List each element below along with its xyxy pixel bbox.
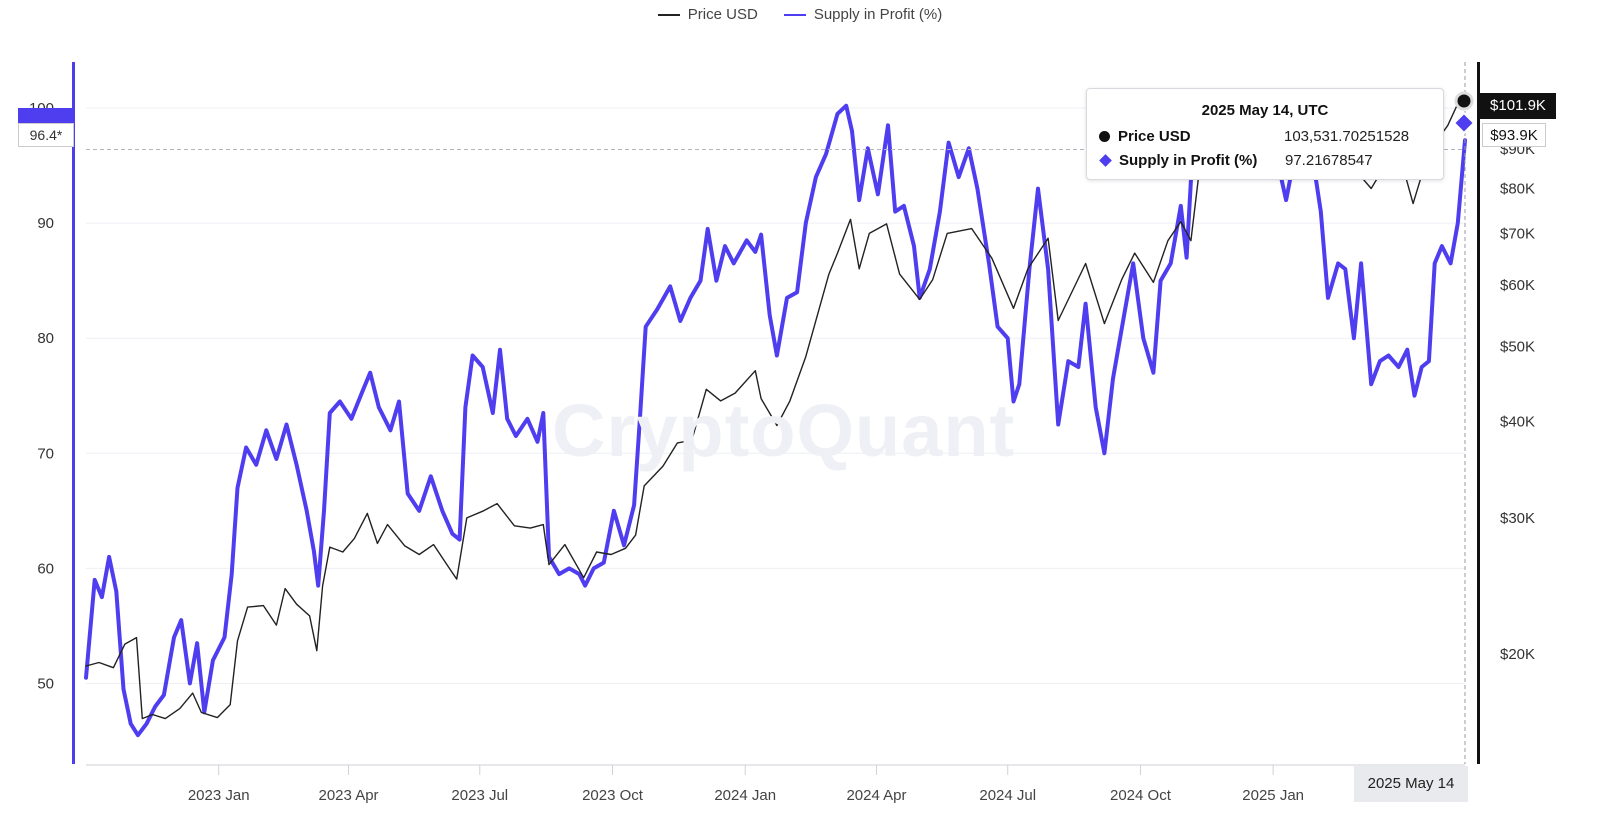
legend-label-price: Price USD: [687, 6, 758, 23]
grid-lines: [86, 107, 1465, 684]
tooltip-row-price: Price USD 103,531.70251528: [1087, 124, 1443, 148]
legend-swatch-price: [657, 13, 680, 16]
x-tick-label: 2023 Oct: [582, 787, 644, 804]
tooltip-series-name: Supply in Profit (%): [1119, 151, 1258, 169]
right-tick-label: $60K: [1500, 277, 1535, 294]
right-tick-label: $80K: [1500, 181, 1535, 198]
left-axis-crosshair-label: 96.4*: [18, 123, 74, 147]
left-tick-label: 70: [37, 445, 54, 462]
price-usd-line: [85, 93, 1466, 720]
left-tick-label: 90: [37, 215, 54, 232]
x-tick-label: 2024 Oct: [1110, 787, 1172, 804]
x-tick-label: 2023 Jan: [188, 787, 250, 804]
x-tick-label: 2024 Apr: [846, 787, 906, 804]
x-tick-label: 2024 Jul: [979, 787, 1036, 804]
tooltip-title: 2025 May 14, UTC: [1201, 102, 1329, 119]
legend-label-supply: Supply in Profit (%): [813, 6, 943, 23]
left-tick-label: 50: [37, 675, 54, 692]
supply-crosshair-label: $93.9K: [1482, 123, 1546, 147]
date-crosshair-label: 2025 May 14: [1354, 766, 1468, 802]
price-point-marker: [1454, 91, 1474, 111]
x-tick-label: 2023 Jul: [451, 787, 508, 804]
right-axis: $20K$30K$40K$50K$60K$70K$80K$90K: [1477, 62, 1535, 764]
right-tick-label: $70K: [1500, 225, 1535, 242]
right-tick-label: $50K: [1500, 338, 1535, 355]
tooltip-series-value: 97.21678547: [1285, 151, 1373, 169]
x-tick-label: 2025 Jan: [1242, 787, 1304, 804]
circle-marker-icon: [1099, 130, 1110, 142]
right-tick-label: $40K: [1500, 413, 1535, 430]
legend-swatch-supply: [783, 13, 806, 16]
right-axis-line: [1477, 62, 1480, 764]
x-axis: 2023 Jan 2023 Apr 2023 Jul 2023 Oct 2024 Jan…: [86, 764, 1465, 804]
chart-legend: Price USD Supply in Profit (%): [0, 6, 1600, 23]
left-tick-label: 60: [37, 560, 54, 577]
left-axis-line: [72, 62, 75, 764]
diamond-marker-icon: [1099, 153, 1112, 167]
supply-in-profit-line: [84, 103, 1467, 738]
left-axis-flag-bar: [18, 108, 74, 123]
left-axis: 5060708090100: [29, 62, 75, 764]
left-tick-label: 80: [37, 330, 54, 347]
price-crosshair-label: $101.9K: [1480, 93, 1556, 119]
legend-item-supply[interactable]: Supply in Profit (%): [783, 6, 943, 23]
series-layer: [84, 93, 1467, 738]
tooltip: 2025 May 14, UTC Price USD 103,531.70251…: [1086, 88, 1444, 180]
right-tick-label: $20K: [1500, 646, 1535, 663]
supply-point-marker: [1452, 111, 1476, 135]
legend-item-price[interactable]: Price USD: [657, 6, 758, 23]
tooltip-row-supply: Supply in Profit (%) 97.21678547: [1087, 148, 1443, 172]
tooltip-series-value: 103,531.70251528: [1284, 127, 1410, 145]
x-tick-label: 2024 Jan: [714, 787, 776, 804]
right-tick-label: $30K: [1500, 510, 1535, 527]
x-tick-label: 2023 Apr: [318, 787, 378, 804]
tooltip-series-name: Price USD: [1118, 127, 1191, 145]
